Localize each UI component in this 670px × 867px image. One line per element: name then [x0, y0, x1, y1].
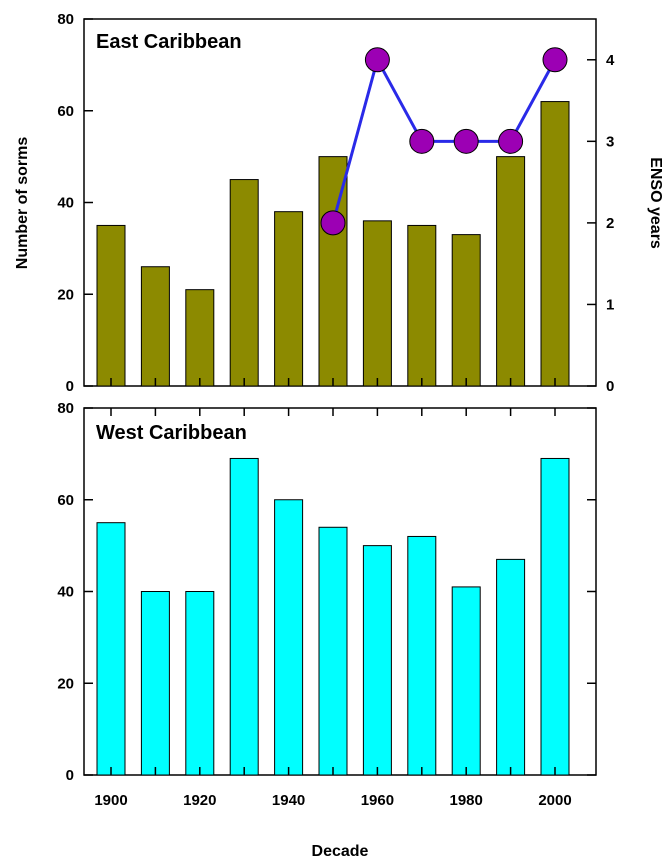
- enso-point-1980: [453, 128, 479, 154]
- y-tick-label-0: 0: [66, 767, 74, 784]
- enso-point-1950: [320, 210, 346, 236]
- bar-1930: [229, 179, 259, 387]
- bar-1990: [496, 156, 526, 387]
- x-tick-label-1900: 1900: [94, 792, 127, 809]
- bar-1920: [185, 289, 215, 387]
- y2-tick-label-1: 1: [606, 296, 614, 313]
- bar-1960: [362, 220, 392, 387]
- bar-1940: [274, 499, 304, 776]
- y-axis-title-storms: Number of sorms: [14, 137, 31, 270]
- enso-point-1990: [498, 128, 524, 154]
- bar-1980: [451, 586, 481, 776]
- bar-1970: [407, 224, 437, 387]
- x-tick-label-1920: 1920: [183, 792, 216, 809]
- bar-1910: [140, 591, 170, 776]
- enso-point-1960: [364, 47, 390, 73]
- bar-1950: [318, 526, 348, 776]
- east-caribbean-title: East Caribbean: [96, 31, 242, 53]
- bar-1920: [185, 591, 215, 776]
- y2-tick-label-2: 2: [606, 215, 614, 232]
- enso-line: [331, 55, 557, 224]
- bar-2000: [540, 101, 570, 387]
- east-caribbean-panel: 0 20 40 60 80 0 1 2 3 4 East Caribbean Number of…: [14, 11, 664, 395]
- y2-axis-title-enso: ENSO years: [647, 157, 664, 249]
- bar-1940: [274, 211, 304, 387]
- bar-1910: [140, 266, 170, 387]
- enso-point-1970: [409, 128, 435, 154]
- x-tick-label-1940: 1940: [272, 792, 305, 809]
- bar-2000: [540, 457, 570, 776]
- bar-1900: [96, 522, 126, 776]
- y2-tick-label-0: 0: [606, 378, 614, 395]
- y-tick-label-20: 20: [57, 286, 74, 303]
- y-tick-label-40: 40: [57, 195, 74, 212]
- y-tick-label-20: 20: [57, 675, 74, 692]
- bar-1990: [496, 558, 526, 776]
- bar-1930: [229, 457, 259, 776]
- bar-1970: [407, 535, 437, 776]
- y2-tick-label-4: 4: [606, 52, 615, 69]
- y-tick-label-40: 40: [57, 584, 74, 601]
- y2-tick-label-3: 3: [606, 133, 614, 150]
- bar-1980: [451, 234, 481, 387]
- y-tick-label-60: 60: [57, 492, 74, 509]
- bar-1960: [362, 545, 392, 776]
- x-tick-label-1960: 1960: [361, 792, 394, 809]
- y-tick-label-60: 60: [57, 103, 74, 120]
- enso-point-2000: [542, 47, 568, 73]
- bar-1900: [96, 224, 126, 387]
- y-tick-label-0: 0: [66, 378, 74, 395]
- x-tick-label-2000: 2000: [538, 792, 571, 809]
- x-axis-title-decade: Decade: [312, 843, 369, 860]
- x-tick-label-1980: 1980: [450, 792, 483, 809]
- west-caribbean-panel: 0 20 40 60 80 1900 1920 1940 1960 1980 2000 West …: [57, 400, 597, 860]
- west-caribbean-title: West Caribbean: [96, 422, 247, 444]
- y-tick-label-80: 80: [57, 400, 74, 417]
- y-tick-label-80: 80: [57, 11, 74, 28]
